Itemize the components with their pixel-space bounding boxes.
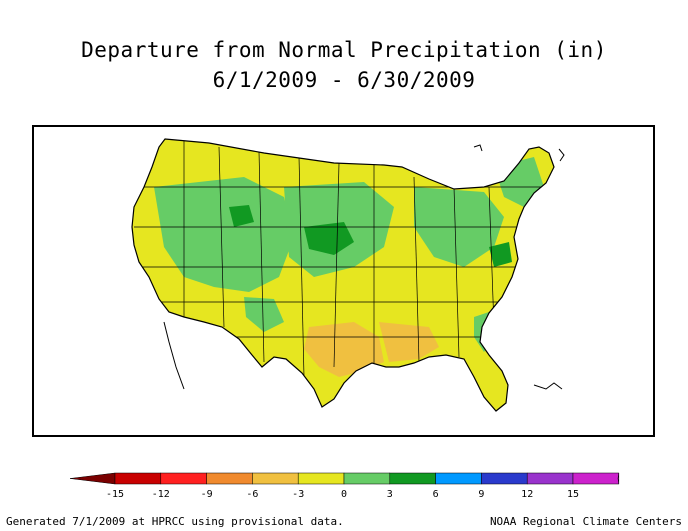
legend-swatch: [206, 472, 253, 485]
coastline-fragment: [163, 321, 185, 390]
legend-tick-label: -12: [152, 489, 170, 500]
legend-tick-label: 3: [387, 489, 393, 500]
legend-swatch: [389, 472, 436, 485]
legend-swatch: [343, 472, 391, 485]
southwest-wet-patch: [244, 297, 284, 332]
legend-swatch: [481, 472, 528, 485]
legend-swatch: [572, 472, 620, 485]
state-line: [413, 176, 420, 363]
legend-swatch: [297, 472, 345, 485]
legend-tick-label: -3: [292, 489, 304, 500]
legend-tick-label: 6: [433, 489, 439, 500]
state-line: [333, 162, 340, 368]
map-frame: [32, 125, 655, 437]
gulf-dry-patch: [379, 322, 439, 362]
precipitation-departure-patches: [149, 157, 544, 377]
legend-tick-labels: -15 -12 -9 -6 -3 0 3 6 9 12 15: [106, 489, 579, 500]
legend-swatch: [435, 472, 482, 485]
legend-tick-label: -6: [246, 489, 258, 500]
legend-swatch: [526, 472, 574, 485]
precipitation-map: [131, 138, 565, 412]
west-wet-patch: [154, 177, 294, 292]
legend-swatch: [252, 472, 299, 485]
state-line: [453, 186, 460, 358]
legend-arrow-high: [617, 472, 620, 485]
rockies-very-wet-patch: [229, 205, 254, 227]
central-very-wet-patch: [304, 222, 354, 255]
state-line: [218, 146, 225, 328]
source-credit: NOAA Regional Climate Centers: [489, 515, 682, 528]
legend-tick-label: 12: [521, 489, 533, 500]
legend-swatch: [114, 472, 162, 485]
legend-tick-label: -15: [106, 489, 124, 500]
coastline-islands: [163, 144, 565, 390]
map-title: Departure from Normal Precipitation (in): [81, 38, 607, 62]
map-date-range: 6/1/2009 - 6/30/2009: [212, 68, 476, 92]
legend-tick-label: 9: [478, 489, 484, 500]
legend-swatch: [160, 472, 207, 485]
texas-dry-patch: [304, 322, 384, 377]
color-legend: -15 -12 -9 -6 -3 0 3 6 9 12 15: [69, 472, 620, 500]
legend-arrow-low: [69, 472, 116, 485]
coastline-fragment: [558, 148, 565, 162]
legend-tick-label: -9: [201, 489, 213, 500]
legend-colorbar: [69, 472, 620, 485]
coastline-fragment: [473, 144, 483, 152]
legend-tick-label: 0: [341, 489, 347, 500]
us-outline: [131, 138, 555, 412]
midatlantic-very-wet-patch: [489, 242, 512, 267]
generated-note: Generated 7/1/2009 at HPRCC using provis…: [6, 515, 344, 528]
legend-tick-label: 15: [567, 489, 579, 500]
coastline-fragment: [533, 382, 563, 390]
state-line: [488, 186, 495, 328]
